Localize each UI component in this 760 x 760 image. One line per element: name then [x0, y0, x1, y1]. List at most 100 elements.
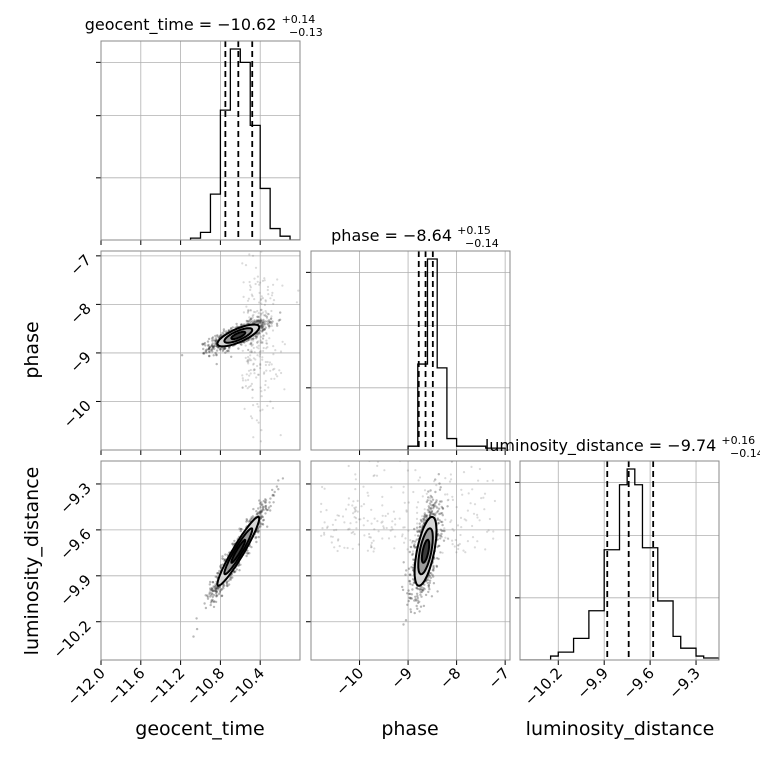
scatter-point — [227, 329, 230, 332]
scatter-point — [264, 506, 267, 509]
scatter-point — [257, 511, 260, 514]
scatter-point — [247, 362, 250, 365]
scatter-point — [414, 540, 417, 543]
y-tick-label-phase: −9 — [66, 348, 94, 376]
scatter-point — [245, 320, 249, 323]
scatter-point — [330, 541, 333, 544]
scatter-point — [245, 322, 248, 325]
scatter-point — [258, 510, 262, 513]
scatter-point — [269, 317, 273, 320]
scatter-point — [248, 280, 251, 284]
scatter-point — [279, 311, 282, 314]
scatter-point — [247, 348, 250, 352]
scatter-point — [245, 319, 248, 323]
scatter-point — [250, 359, 253, 362]
scatter-point — [266, 317, 269, 320]
scatter-point — [241, 349, 244, 352]
histogram-step-luminosity-distance — [520, 468, 719, 660]
scatter-point — [213, 585, 217, 588]
scatter-point — [417, 529, 421, 532]
scatter-point — [354, 506, 358, 509]
scatter-point — [411, 552, 414, 555]
scatter-point — [201, 342, 204, 346]
x-tick-label-luminosity-distance: −10.2 — [521, 664, 566, 709]
scatter-point — [246, 549, 249, 552]
scatter-point — [415, 517, 419, 521]
scatter-point — [438, 512, 441, 516]
scatter-point — [259, 319, 263, 322]
scatter-point — [247, 338, 250, 342]
scatter-point — [258, 319, 261, 322]
scatter-point — [265, 508, 269, 512]
scatter-point — [250, 350, 253, 354]
scatter-point — [277, 488, 280, 491]
scatter-point — [211, 345, 215, 349]
scatter-panel-phase-vs-geocent-time: −10 −9 −8 −7 — [60, 243, 301, 455]
scatter-point — [248, 253, 251, 256]
scatter-point — [483, 508, 486, 511]
scatter-point — [331, 523, 334, 526]
scatter-point — [362, 503, 366, 506]
scatter-point — [409, 582, 412, 586]
scatter-point — [271, 291, 274, 294]
scatter-point — [228, 347, 231, 350]
scatter-point — [373, 547, 376, 550]
scatter-point — [262, 499, 265, 503]
scatter-point — [441, 551, 444, 554]
scatter-point — [214, 340, 217, 343]
scatter-point — [257, 315, 260, 319]
scatter-point — [377, 530, 380, 533]
y-axis-label-phase: phase — [21, 321, 43, 378]
x-axis-label-geocent-time: geocent_time — [135, 718, 264, 740]
scatter-point — [270, 309, 273, 313]
scatter-point — [466, 509, 469, 512]
scatter-point — [255, 513, 258, 516]
scatter-point — [252, 362, 255, 365]
scatter-point — [259, 521, 262, 524]
scatter-point — [435, 499, 438, 502]
scatter-point — [253, 320, 256, 323]
scatter-point — [451, 495, 454, 498]
scatter-point — [259, 281, 262, 284]
scatter-point — [210, 337, 214, 340]
scatter-point — [326, 526, 329, 530]
scatter-point — [372, 550, 375, 553]
scatter-point — [215, 594, 218, 597]
scatter-point — [259, 510, 263, 513]
contour-line — [223, 327, 254, 344]
scatter-point — [368, 536, 371, 539]
scatter-point — [247, 319, 250, 323]
scatter-point — [382, 527, 385, 530]
scatter-point — [280, 371, 283, 375]
scatter-point — [270, 363, 273, 366]
scatter-point — [279, 350, 283, 353]
scatter-point — [248, 243, 250, 245]
scatter-point — [180, 354, 184, 357]
scatter-point — [267, 293, 270, 296]
scatter-point — [250, 339, 253, 342]
scatter-point — [268, 322, 271, 325]
scatter-point — [202, 352, 205, 355]
scatter-point — [211, 589, 215, 593]
histogram-luminosity-distance-frame — [519, 460, 720, 661]
scatter-point — [247, 348, 250, 351]
scatter-point — [435, 557, 439, 560]
scatter-point — [381, 537, 384, 540]
scatter-point — [208, 346, 211, 350]
scatter-point — [212, 345, 215, 348]
scatter-point — [266, 346, 269, 349]
scatter-point — [259, 512, 262, 515]
contour-line — [230, 538, 247, 564]
scatter-point — [372, 474, 375, 478]
scatter-point — [262, 328, 265, 332]
scatter-point — [259, 339, 262, 342]
scatter-point — [423, 516, 426, 519]
scatter-point — [439, 551, 442, 554]
scatter-point — [256, 335, 259, 338]
scatter-point — [410, 565, 413, 569]
scatter-point — [263, 324, 266, 327]
scatter-point — [409, 545, 412, 549]
scatter-point — [257, 344, 260, 347]
x-tick-label-phase: −9 — [388, 664, 416, 692]
scatter-point — [401, 533, 404, 536]
